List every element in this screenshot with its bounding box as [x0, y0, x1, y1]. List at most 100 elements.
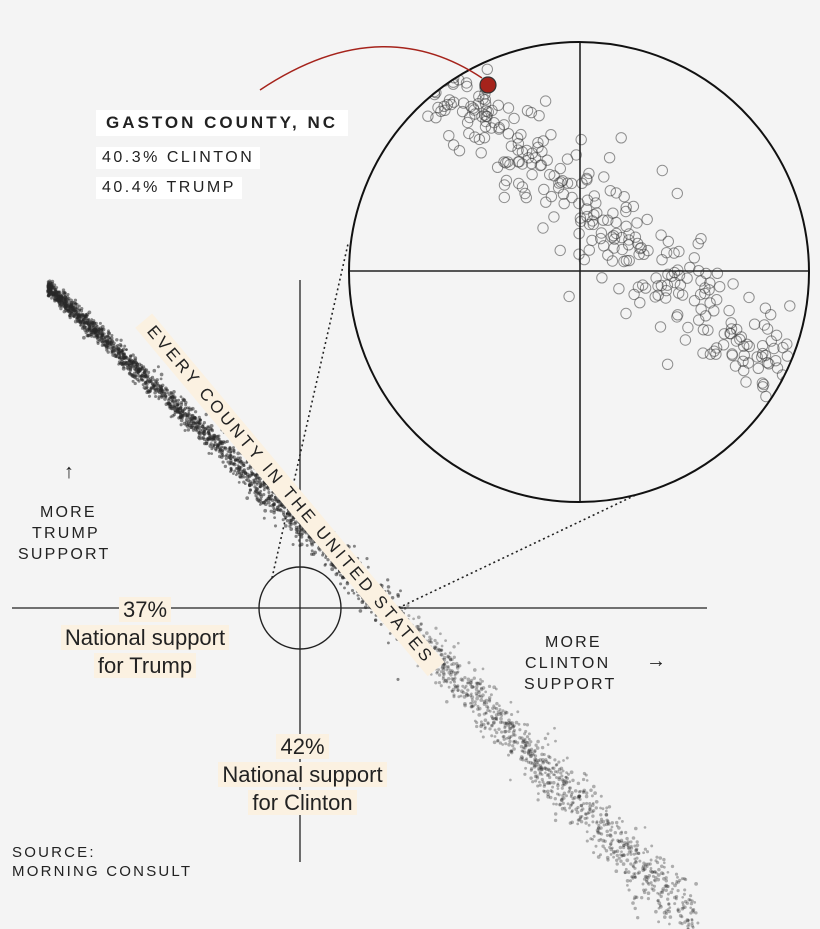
county-point [177, 398, 181, 402]
county-point-zoomed [473, 133, 486, 146]
county-point [690, 924, 694, 928]
county-point [406, 603, 410, 608]
county-point [453, 671, 458, 675]
county-point [659, 890, 663, 894]
county-point [503, 729, 507, 734]
county-point [642, 867, 646, 872]
county-point [655, 855, 659, 859]
county-point [654, 909, 658, 914]
county-point [237, 481, 241, 484]
county-point [673, 902, 677, 906]
county-point [156, 365, 160, 369]
county-point [605, 829, 609, 834]
county-point-zoomed [710, 348, 722, 360]
county-point [554, 775, 559, 780]
county-point [494, 716, 498, 720]
county-point [664, 878, 669, 883]
county-point [57, 303, 62, 308]
county-point [198, 437, 202, 441]
county-point [450, 658, 454, 662]
county-point [633, 826, 638, 831]
county-point [594, 844, 598, 848]
county-point [566, 772, 571, 776]
county-point [580, 815, 584, 818]
county-point-zoomed [714, 281, 726, 293]
county-point-zoomed [588, 209, 600, 221]
county-point [591, 801, 595, 805]
county-point-zoomed [627, 200, 640, 213]
county-point [533, 757, 537, 762]
county-point [592, 851, 596, 855]
county-point [447, 670, 452, 675]
county-point [599, 794, 603, 798]
county-point [536, 759, 541, 763]
county-point [632, 872, 636, 876]
county-point [527, 732, 531, 736]
county-point [655, 871, 658, 875]
county-point [210, 427, 214, 432]
county-point-zoomed [604, 185, 616, 197]
county-point [609, 828, 613, 832]
county-point [490, 724, 494, 727]
county-point [576, 794, 581, 799]
county-point [475, 693, 479, 697]
county-point [662, 910, 667, 915]
county-point [565, 781, 569, 785]
county-point [511, 733, 515, 737]
county-point [461, 684, 465, 688]
county-point [128, 368, 132, 373]
county-point-zoomed [537, 135, 549, 147]
county-point [645, 850, 650, 854]
county-point [596, 855, 601, 859]
county-point [454, 685, 458, 689]
county-point-zoomed [461, 116, 474, 129]
county-point [131, 353, 135, 357]
county-point [209, 442, 213, 446]
county-point-zoomed [610, 216, 622, 229]
county-point [407, 614, 411, 618]
county-point [445, 699, 449, 704]
county-point [283, 524, 288, 528]
county-point [539, 765, 543, 769]
county-point [97, 329, 101, 334]
county-point-zoomed [561, 177, 574, 189]
county-point [620, 854, 624, 858]
county-point [106, 330, 111, 335]
county-point [597, 823, 601, 827]
county-point [444, 678, 447, 682]
county-point [233, 469, 237, 473]
county-point [504, 721, 508, 725]
county-point [548, 780, 553, 785]
county-point [673, 883, 677, 888]
county-point [570, 820, 574, 825]
county-point [224, 457, 228, 461]
county-point [540, 777, 544, 782]
county-point [656, 899, 660, 903]
county-point [273, 516, 277, 520]
county-point [553, 797, 557, 801]
county-point [144, 382, 149, 387]
county-point-zoomed [502, 128, 515, 140]
county-point [233, 458, 238, 463]
county-point-zoomed [472, 98, 485, 110]
county-point-zoomed [727, 278, 739, 290]
county-point [534, 760, 538, 765]
county-point-zoomed [641, 213, 653, 226]
county-point [535, 746, 540, 750]
county-point-zoomed [538, 183, 550, 196]
county-point [463, 686, 467, 690]
county-point [343, 586, 346, 590]
county-point [492, 704, 496, 708]
county-point [680, 906, 685, 911]
county-point [477, 690, 481, 695]
county-point [226, 450, 230, 453]
county-point [492, 721, 496, 725]
county-point [631, 864, 635, 868]
county-point [109, 346, 114, 351]
county-point [540, 766, 544, 770]
county-point [279, 508, 283, 513]
county-point [260, 501, 264, 505]
county-point-zoomed [671, 187, 683, 200]
county-point [520, 740, 525, 744]
county-point [574, 807, 579, 812]
